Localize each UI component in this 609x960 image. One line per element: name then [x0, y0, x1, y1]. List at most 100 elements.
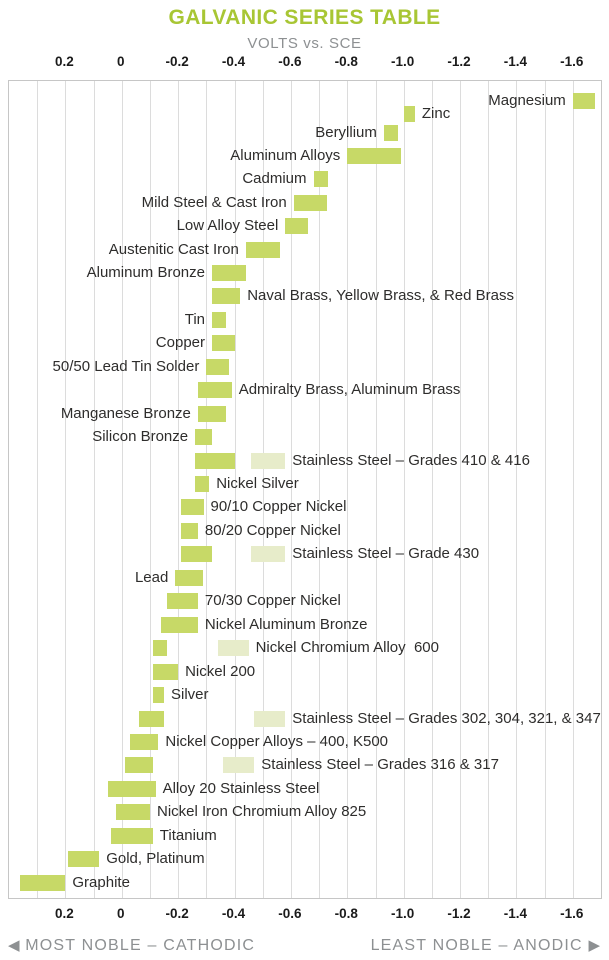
range-bar [161, 616, 198, 633]
axis-tick-label: -1.0 [391, 54, 415, 69]
chart-title: GALVANIC SERIES TABLE [168, 6, 441, 29]
gridline [375, 81, 377, 898]
range-bar [181, 522, 198, 539]
bar-label: Silicon Bronze [92, 428, 189, 446]
bar-label: 80/20 Copper Nickel [204, 521, 341, 539]
bar-label: Titanium [159, 826, 217, 844]
bar-label: Stainless Steel – Grades 302, 304, 321, … [292, 709, 601, 727]
range-bar [152, 640, 167, 657]
axis-tick-label: -1.4 [503, 54, 528, 69]
gridline [488, 81, 490, 898]
axis-tick-label: -0.2 [165, 906, 189, 921]
plot-area: Magnesium Zinc Beryllium Aluminum Alloys Cad… [8, 80, 602, 899]
range-bar [212, 264, 246, 281]
range-bar [347, 147, 401, 164]
range-bar [212, 288, 241, 305]
axis-tick-label: -1.2 [447, 54, 471, 69]
range-bar [107, 780, 156, 797]
axis-tick-label: 0.2 [54, 906, 74, 921]
gridline [65, 81, 67, 898]
range-bar [197, 382, 232, 399]
range-bar [293, 194, 328, 211]
bar-label: Magnesium [488, 92, 566, 109]
bar-label: Admiralty Brass, Aluminum Brass [238, 381, 461, 399]
range-bar [403, 106, 415, 122]
bar-label: Stainless Steel – Grades 410 & 416 [292, 451, 530, 469]
bar-label: 90/10 Copper Nickel [210, 498, 347, 516]
range-bar [383, 124, 398, 141]
gridline [347, 81, 349, 898]
bar-label: Gold, Platinum [106, 850, 205, 868]
axis-tick-label: -1.4 [503, 906, 528, 921]
bar-label: Graphite [72, 873, 130, 891]
axis-tick-label: -1.6 [560, 54, 584, 69]
axis-tick-label: -1.6 [560, 906, 584, 921]
range-bar [124, 757, 153, 774]
footer-least-noble: LEAST NOBLE – ANODIC ▶ [371, 936, 600, 955]
left-arrow-icon: ◀ [8, 937, 20, 954]
gridline [262, 81, 264, 898]
bar-label: Tin [184, 310, 205, 328]
bar-label: 50/50 Lead Tin Solder [52, 357, 200, 375]
bar-label: Low Alloy Steel [176, 217, 279, 235]
bar-label: Naval Brass, Yellow Brass, & Red Brass [247, 287, 514, 305]
footer-most-noble-label: MOST NOBLE – CATHODIC [25, 937, 256, 954]
bar-label: Nickel Iron Chromium Alloy 825 [157, 803, 367, 821]
axis-tick-label: -0.8 [334, 906, 358, 921]
axis-tick-label: -1.2 [447, 906, 471, 921]
gridline [460, 81, 461, 898]
range-bar [152, 687, 165, 704]
gridline [290, 81, 292, 898]
range-bar [285, 218, 308, 235]
range-bar [68, 851, 100, 868]
axis-tick-label: -0.4 [221, 906, 246, 921]
bar-label: Aluminum Alloys [230, 146, 341, 164]
bar-label: Nickel Chromium Alloy 600 [255, 639, 439, 657]
range-bar [110, 827, 153, 844]
axis-tick-label: 0 [116, 906, 125, 921]
axis-tick-label: 0.2 [54, 54, 74, 69]
bar-label: Silver [171, 686, 209, 704]
footer-least-noble-label: LEAST NOBLE – ANODIC [370, 937, 583, 954]
active-range-bar [217, 640, 249, 657]
active-range-bar [251, 452, 286, 469]
bar-label: Nickel 200 [185, 662, 256, 680]
gridline [150, 81, 151, 898]
gridline [431, 81, 433, 898]
axis-tick-label: -0.8 [334, 54, 358, 69]
bar-label: Lead [134, 568, 169, 586]
axis-tick-label: -0.2 [165, 54, 189, 69]
range-bar [212, 311, 227, 328]
range-bar [195, 476, 210, 492]
gridline [319, 81, 321, 898]
chart-footer: ◀ MOST NOBLE – CATHODIC LEAST NOBLE – AN… [8, 936, 600, 954]
gridline [403, 81, 405, 898]
range-bar [572, 93, 596, 109]
bar-label: Mild Steel & Cast Iron [141, 193, 287, 211]
range-bar [197, 405, 227, 422]
chart-subtitle: VOLTS vs. SCE [247, 35, 362, 52]
range-bar [175, 569, 204, 586]
range-bar [206, 358, 229, 375]
bar-label: Austenitic Cast Iron [108, 240, 239, 258]
range-bar [116, 804, 150, 821]
bar-label: Aluminum Bronze [86, 263, 205, 281]
axis-tick-label: -0.4 [221, 54, 246, 69]
gridline [234, 81, 236, 898]
range-bar [152, 663, 179, 680]
gridline [178, 81, 180, 898]
axis-tick-label: -0.6 [278, 54, 302, 69]
range-bar [245, 241, 280, 258]
gridline [516, 81, 518, 898]
bar-label: Beryllium [315, 123, 377, 141]
range-bar [166, 593, 198, 610]
axis-tick-label: -0.6 [278, 906, 302, 921]
range-bar [212, 335, 235, 352]
bar-label: Stainless Steel – Grades 316 & 317 [261, 756, 499, 774]
bar-label: Nickel Aluminum Bronze [204, 615, 368, 633]
range-bar [313, 171, 328, 188]
bar-label: Nickel Copper Alloys – 400, K500 [165, 733, 389, 750]
range-bar [20, 874, 66, 891]
gridline [121, 81, 123, 898]
